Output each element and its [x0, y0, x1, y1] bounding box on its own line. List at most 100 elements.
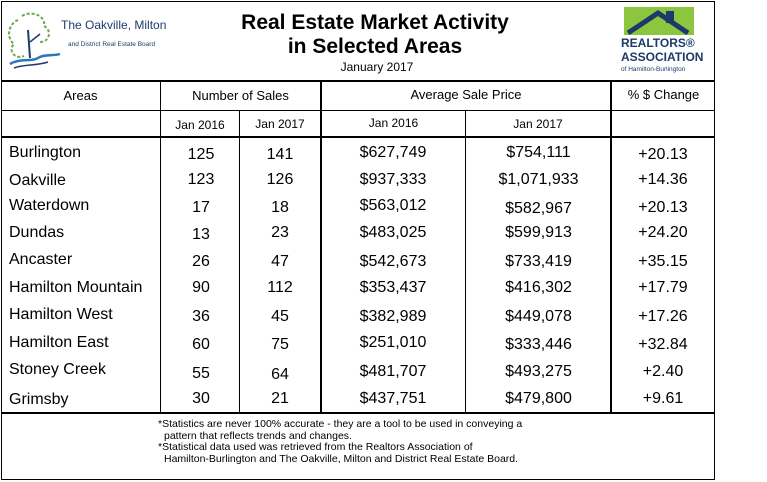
- cell-area: Burlington: [9, 144, 82, 161]
- cell-area: Stoney Creek: [9, 361, 106, 378]
- table-row: Hamilton Mountain 90 112 $353,437 $416,3…: [0, 278, 714, 305]
- cell-sales-2016: 26: [192, 253, 210, 270]
- table-bottom-border: [1, 412, 715, 414]
- cell-sales-2017: 75: [271, 336, 289, 353]
- header-areas: Areas: [63, 88, 98, 103]
- col-divider-price-mid: [465, 110, 466, 412]
- cell-area: Waterdown: [9, 197, 90, 214]
- cell-pct-change: +17.26: [638, 308, 688, 325]
- cell-area: Hamilton West: [9, 306, 113, 323]
- cell-sales-2016: 55: [192, 365, 210, 382]
- header-pct-change: % $ Change: [627, 87, 700, 102]
- col-divider-price: [610, 80, 612, 412]
- col-divider-sales-mid: [239, 110, 240, 412]
- table-row: Dundas 13 23 $483,025 $599,913 +24.20: [0, 223, 714, 250]
- realtors-sub: of Hamilton-Burlington: [621, 66, 686, 73]
- cell-sales-2016: 36: [192, 308, 210, 325]
- subheader-price-2016: Jan 2016: [368, 116, 419, 130]
- footnote-line: Hamilton-Burlington and The Oakville, Mi…: [164, 452, 519, 465]
- col-divider-areas: [160, 80, 161, 412]
- report-date: January 2017: [340, 60, 414, 74]
- footnotes: *Statistics are never 100% accurate - th…: [158, 418, 523, 465]
- cell-sales-2017: 64: [271, 366, 289, 383]
- board-name-line1: The Oakville, Milton: [61, 18, 167, 32]
- cell-price-2017: $599,913: [505, 224, 572, 241]
- cell-sales-2017: 47: [271, 253, 289, 270]
- footnote-line: *Statistical data used was retrieved fro…: [158, 441, 473, 453]
- cell-price-2017: $479,800: [505, 390, 572, 407]
- tree-logo-icon: [8, 12, 61, 69]
- table-row: Stoney Creek 55 64 $481,707 $493,275 +2.…: [0, 360, 714, 387]
- cell-pct-change: +35.15: [638, 253, 688, 270]
- subheader-divider: [1, 136, 715, 138]
- board-name-line2: and District Real Estate Board: [68, 41, 156, 48]
- cell-sales-2017: 23: [271, 224, 289, 241]
- col-divider-sales: [320, 80, 322, 412]
- cell-price-2016: $353,437: [359, 279, 427, 296]
- report-frame: [1, 1, 715, 480]
- cell-sales-2016: 13: [192, 226, 210, 243]
- cell-sales-2017: 112: [267, 279, 293, 296]
- realtors-association-logo: [614, 5, 709, 80]
- cell-price-2017: $449,078: [505, 308, 572, 325]
- cell-sales-2016: 123: [187, 171, 215, 188]
- subheader-sales-2016: Jan 2016: [175, 118, 225, 132]
- cell-price-2017: $416,302: [505, 279, 572, 296]
- oakville-board-logo: [4, 10, 179, 75]
- cell-price-2016: $937,333: [359, 171, 427, 188]
- footnote-line: pattern that reflects trends and changes…: [164, 429, 352, 442]
- cell-sales-2017: 21: [271, 390, 289, 407]
- table-row: Hamilton West 36 45 $382,989 $449,078 +1…: [0, 305, 714, 332]
- cell-sales-2017: 45: [271, 308, 289, 325]
- cell-price-2016: $542,673: [359, 253, 427, 270]
- house-roof-logo-icon: [624, 7, 694, 36]
- cell-price-2017: $733,419: [505, 253, 572, 270]
- cell-area: Ancaster: [9, 251, 73, 268]
- table-row: Hamilton East 60 75 $251,010 $333,446 +3…: [0, 333, 714, 360]
- cell-sales-2017: 18: [271, 199, 289, 216]
- report-title: Real Estate Market Activity: [241, 11, 509, 34]
- cell-pct-change: +2.40: [642, 363, 684, 380]
- table-row: Grimsby 30 21 $437,751 $479,800 +9.61: [0, 387, 714, 414]
- cell-sales-2017: 126: [266, 171, 294, 188]
- report-subtitle: in Selected Areas: [287, 35, 463, 58]
- cell-sales-2017: 141: [266, 146, 294, 163]
- header-divider: [1, 110, 715, 111]
- cell-pct-change: +9.61: [642, 390, 684, 407]
- cell-area: Grimsby: [9, 391, 69, 408]
- header-average-sale-price: Average Sale Price: [410, 87, 522, 102]
- subheader-price-2017: Jan 2017: [513, 117, 563, 131]
- cell-price-2016: $251,010: [359, 334, 427, 351]
- cell-pct-change: +32.84: [638, 336, 688, 353]
- cell-price-2016: $483,025: [359, 224, 427, 241]
- table-row: Ancaster 26 47 $542,673 $733,419 +35.15: [0, 250, 714, 277]
- cell-price-2017: $1,071,933: [498, 171, 579, 188]
- realtors-assoc: ASSOCIATION: [621, 50, 704, 64]
- subheader-sales-2017: Jan 2017: [255, 117, 305, 131]
- table-row: Burlington 125 141 $627,749 $754,111 +20…: [0, 143, 714, 170]
- cell-price-2016: $382,989: [359, 308, 427, 325]
- footnote-line: *Statistics are never 100% accurate - th…: [158, 418, 523, 430]
- cell-price-2017: $582,967: [505, 200, 572, 217]
- cell-price-2017: $333,446: [505, 336, 572, 353]
- cell-pct-change: +24.20: [638, 224, 688, 241]
- header-number-of-sales: Number of Sales: [192, 88, 289, 103]
- table-row: Waterdown 17 18 $563,012 $582,967 +20.13: [0, 196, 714, 223]
- table-row: Oakville 123 126 $937,333 $1,071,933 +14…: [0, 170, 714, 197]
- cell-pct-change: +20.13: [638, 199, 688, 216]
- cell-price-2016: $437,751: [359, 390, 427, 407]
- realtors-name: REALTORS®: [621, 36, 695, 50]
- cell-area: Hamilton Mountain: [9, 279, 143, 296]
- cell-sales-2016: 90: [192, 279, 210, 296]
- cell-sales-2016: 125: [187, 146, 215, 163]
- cell-sales-2016: 60: [192, 336, 210, 353]
- cell-area: Dundas: [9, 224, 65, 241]
- cell-price-2016: $563,012: [359, 197, 427, 214]
- cell-pct-change: +14.36: [638, 171, 688, 188]
- cell-pct-change: +20.13: [638, 146, 688, 163]
- cell-price-2017: $754,111: [506, 144, 571, 161]
- cell-pct-change: +17.79: [638, 279, 688, 296]
- cell-price-2017: $493,275: [505, 363, 572, 380]
- cell-price-2016: $627,749: [359, 144, 427, 161]
- cell-area: Oakville: [9, 172, 66, 189]
